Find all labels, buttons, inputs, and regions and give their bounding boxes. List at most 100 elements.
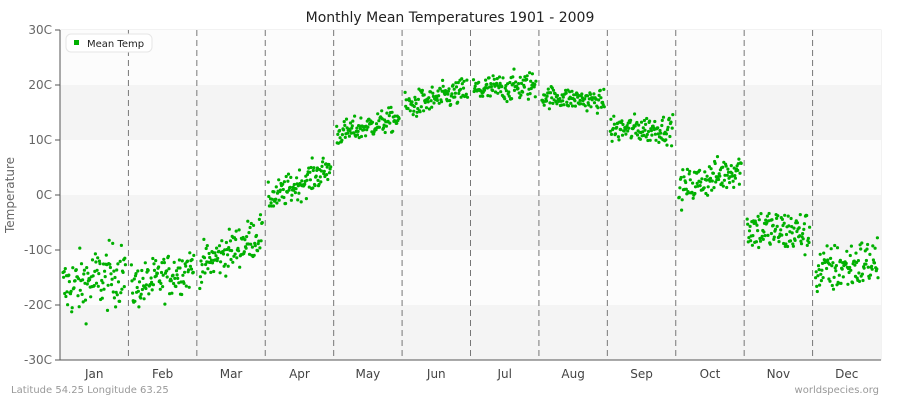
data-point [495, 81, 499, 85]
data-point [338, 128, 342, 133]
data-point [497, 86, 501, 90]
data-point [318, 175, 322, 179]
data-point [579, 102, 583, 106]
data-point [722, 178, 727, 182]
data-point [355, 126, 359, 130]
data-point [599, 96, 603, 100]
data-point [408, 109, 412, 113]
data-point [860, 241, 864, 245]
data-point [484, 78, 488, 82]
data-point [154, 259, 158, 263]
data-point [485, 82, 489, 86]
data-point [460, 77, 464, 81]
data-point [274, 197, 278, 201]
data-point [227, 227, 231, 231]
data-point [690, 190, 694, 194]
data-point [685, 167, 690, 171]
data-point [533, 82, 537, 87]
data-point [169, 279, 173, 283]
data-point [150, 288, 154, 292]
data-point [190, 258, 194, 262]
data-point [418, 110, 422, 114]
data-point [282, 180, 286, 184]
data-point [101, 262, 106, 266]
data-point [111, 290, 115, 294]
data-point [137, 305, 141, 309]
data-point [478, 94, 482, 98]
data-point [868, 273, 873, 277]
data-point [518, 75, 522, 79]
data-point [492, 77, 496, 81]
data-point [139, 296, 143, 300]
data-point [454, 81, 458, 85]
data-point [310, 156, 314, 160]
data-point [706, 185, 710, 189]
data-point [324, 162, 328, 166]
data-point [447, 87, 451, 91]
data-point [529, 86, 533, 91]
data-point [834, 269, 838, 273]
data-point [143, 261, 147, 265]
data-point [627, 126, 631, 130]
data-point [530, 72, 535, 76]
data-point [512, 88, 517, 92]
data-point [835, 246, 840, 250]
data-point [595, 111, 600, 115]
data-point [423, 100, 427, 105]
data-point [420, 88, 424, 92]
data-point [759, 212, 763, 216]
data-point [204, 246, 208, 251]
data-point [818, 283, 822, 287]
data-point [313, 183, 317, 188]
data-point [795, 221, 800, 225]
data-point [346, 131, 350, 135]
data-point [266, 180, 270, 184]
data-point [305, 172, 310, 177]
data-point [347, 134, 351, 138]
data-point [248, 225, 252, 230]
data-point [495, 77, 499, 81]
data-point [833, 243, 837, 248]
data-point [642, 118, 647, 123]
data-point [118, 259, 122, 263]
data-point [119, 291, 123, 295]
data-point [786, 214, 790, 218]
data-point [236, 246, 240, 250]
data-point [526, 97, 531, 101]
data-point [630, 134, 634, 138]
data-point [518, 96, 522, 100]
data-point [511, 75, 515, 79]
data-point [814, 276, 818, 280]
data-point [342, 120, 346, 124]
data-point [721, 165, 725, 169]
data-point [189, 267, 194, 271]
data-point [521, 90, 525, 94]
data-point [762, 230, 766, 234]
data-point [422, 93, 426, 97]
data-point [608, 129, 612, 133]
data-point [840, 267, 844, 271]
data-point [637, 123, 641, 127]
data-point [94, 260, 98, 264]
data-point [207, 251, 211, 256]
data-point [381, 126, 386, 130]
data-point [471, 78, 476, 82]
data-point [733, 174, 737, 178]
data-point [366, 125, 370, 129]
data-point [828, 279, 832, 283]
data-point [79, 262, 84, 266]
data-point [277, 198, 281, 202]
data-point [456, 81, 460, 85]
data-point [438, 87, 442, 91]
data-point [751, 234, 755, 238]
data-point [826, 258, 830, 262]
data-point [167, 267, 171, 271]
data-point [242, 250, 246, 254]
data-point [165, 275, 169, 279]
data-point [340, 133, 344, 137]
band [60, 30, 881, 85]
data-point [702, 186, 706, 190]
data-point [315, 168, 319, 172]
data-point [62, 275, 66, 279]
data-point [309, 165, 313, 170]
